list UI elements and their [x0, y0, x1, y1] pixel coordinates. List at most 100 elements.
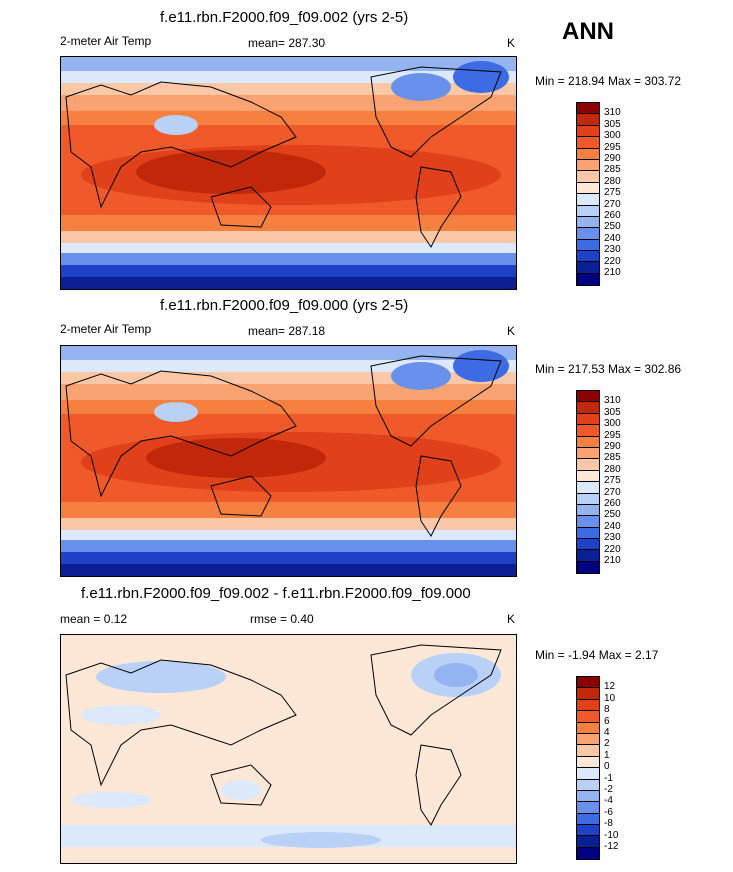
colorbar-tick-label: -12 [604, 841, 619, 852]
panel2-south-warm-band [61, 502, 516, 518]
panel2-arctic-band [61, 346, 516, 360]
colorbar-tick-label: 285 [604, 452, 621, 464]
panel3-title: f.e11.rbn.F2000.f09_f09.002 - f.e11.rbn.… [81, 585, 471, 602]
colorbar-swatch [577, 802, 599, 814]
panel1-antarctica-band [61, 277, 516, 289]
colorbar-tick-label: 290 [604, 441, 621, 452]
colorbar-swatch [577, 137, 599, 149]
colorbar-tick-label: 8 [604, 704, 610, 716]
colorbar-swatch [577, 677, 599, 689]
panel2-antarctic-coast-band [61, 552, 516, 564]
panel2-variable-label: 2-meter Air Temp [60, 322, 152, 336]
colorbar-swatch [577, 688, 599, 700]
colorbar-tick-label: 305 [604, 118, 621, 130]
panel3-eurasia-cool-anomaly [96, 661, 226, 693]
colorbar-tick-label: -2 [604, 784, 613, 795]
colorbar-tick-label: 10 [604, 692, 616, 704]
panel1-map [60, 56, 517, 290]
panel1-tibet-cold [154, 115, 198, 135]
panel2-north-mild-band [61, 384, 516, 400]
colorbar-tick-label: -10 [604, 829, 619, 841]
panel1-title: f.e11.rbn.F2000.f09_f09.002 (yrs 2-5) [160, 9, 409, 26]
panel3-colorbar [576, 676, 600, 861]
colorbar-swatch [577, 482, 599, 494]
panel3-north-america-coastline [370, 644, 502, 736]
panel2-canada-cold [391, 362, 451, 390]
panel3-units-label: K [507, 612, 516, 626]
panel2-south-mild-band [61, 518, 516, 530]
colorbar-swatch [577, 413, 599, 426]
colorbar-swatch [577, 504, 599, 517]
colorbar-swatch [577, 148, 599, 160]
colorbar-tick-label: 250 [604, 509, 621, 521]
colorbar-tick-label: 300 [604, 130, 621, 142]
colorbar-tick-label: 12 [604, 681, 616, 693]
colorbar-swatch [577, 825, 599, 837]
colorbar-swatch [577, 711, 599, 723]
colorbar-swatch [577, 262, 599, 274]
colorbar-swatch [577, 114, 599, 126]
colorbar-swatch [577, 447, 599, 460]
panel2-title: f.e11.rbn.F2000.f09_f09.000 (yrs 2-5) [160, 297, 409, 314]
colorbar-tick-label: 300 [604, 418, 621, 430]
colorbar-swatch [577, 550, 599, 562]
panel1-colorbar [576, 102, 600, 287]
panel3-map [60, 634, 517, 864]
panel1-south-warm-band [61, 215, 516, 231]
panel1-variable-label: 2-meter Air Temp [60, 34, 152, 48]
panel2-greenland-cold [453, 350, 509, 382]
panel3-mean-label: mean = 0.12 [60, 612, 128, 626]
colorbar-tick-label: -4 [604, 795, 613, 807]
panel3-north-america-core [434, 663, 478, 687]
colorbar-swatch [577, 228, 599, 240]
colorbar-swatch [577, 425, 599, 437]
colorbar-tick-label: -6 [604, 806, 613, 818]
panel1-southern-ocean-band [61, 253, 516, 265]
panel2-southern-ocean-band [61, 540, 516, 552]
colorbar-swatch [577, 459, 599, 471]
panel3-south-america-coastline [415, 744, 462, 826]
colorbar-swatch [577, 125, 599, 138]
colorbar-tick-label: 240 [604, 232, 621, 244]
colorbar-tick-label: 220 [604, 543, 621, 555]
colorbar-tick-label: 295 [604, 141, 621, 153]
colorbar-swatch [577, 103, 599, 115]
colorbar-swatch [577, 194, 599, 206]
colorbar-tick-label: 260 [604, 210, 621, 221]
colorbar-swatch [577, 391, 599, 403]
panel2-north-america-coastline [370, 355, 502, 447]
colorbar-swatch [577, 539, 599, 551]
panel2-colorbar [576, 390, 600, 575]
colorbar-tick-label: 6 [604, 715, 610, 727]
colorbar-swatch [577, 493, 599, 505]
colorbar-swatch [577, 699, 599, 712]
colorbar-tick-label: 2 [604, 738, 610, 750]
colorbar-tick-label: 1 [604, 749, 610, 761]
colorbar-swatch [577, 205, 599, 217]
panel2-south-cool-band [61, 530, 516, 540]
panel1-north-america-coastline [370, 66, 502, 158]
panel1-eurasia-africa-coastline [65, 81, 297, 209]
panel2-warm-pool [146, 438, 326, 478]
colorbar-tick-label: 280 [604, 175, 621, 187]
colorbar-tick-label: 4 [604, 727, 610, 738]
panel2-units-label: K [507, 324, 516, 338]
colorbar-tick-label: 275 [604, 475, 621, 487]
panel2-minmax: Min = 217.53 Max = 302.86 [535, 362, 682, 376]
panel1-antarctic-coast-band [61, 265, 516, 277]
colorbar-swatch [577, 790, 599, 803]
colorbar-tick-label: 275 [604, 187, 621, 199]
panel2-australia-coastline [210, 475, 272, 517]
colorbar-tick-label: 250 [604, 221, 621, 233]
colorbar-swatch [577, 171, 599, 183]
panel1-north-warm-band [61, 111, 516, 125]
colorbar-tick-label: 270 [604, 198, 621, 210]
panel2-north-warm-band [61, 400, 516, 414]
panel2-mean-label: mean= 287.18 [248, 324, 326, 338]
panel1-south-america-coastline [415, 166, 462, 248]
panel2-south-america-coastline [415, 455, 462, 537]
colorbar-swatch [577, 470, 599, 483]
panel3-minmax: Min = -1.94 Max = 2.17 [535, 648, 659, 662]
colorbar-tick-label: 260 [604, 498, 621, 509]
colorbar-swatch [577, 779, 599, 791]
